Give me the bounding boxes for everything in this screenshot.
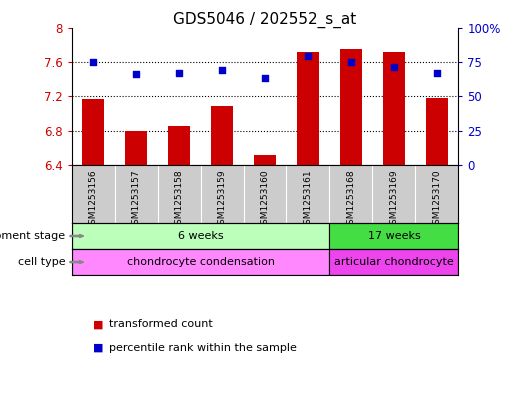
Text: cell type: cell type [18, 257, 69, 267]
Point [390, 64, 398, 70]
Bar [82, 99, 104, 165]
Text: transformed count: transformed count [109, 319, 213, 329]
Text: GSM1253158: GSM1253158 [174, 170, 183, 230]
Point [347, 59, 355, 65]
Point [432, 70, 441, 76]
Point [218, 67, 226, 73]
Bar [297, 51, 319, 165]
Bar [340, 49, 361, 165]
Text: GSM1253156: GSM1253156 [89, 170, 98, 230]
Bar [383, 51, 405, 165]
Bar [169, 127, 190, 165]
Text: development stage: development stage [0, 231, 69, 241]
Bar [72, 249, 330, 275]
Point [89, 59, 98, 65]
Text: ■: ■ [93, 343, 103, 353]
Point [304, 53, 312, 59]
Text: 6 weeks: 6 weeks [178, 231, 223, 241]
Text: GSM1253159: GSM1253159 [217, 170, 226, 230]
Text: GSM1253161: GSM1253161 [304, 170, 313, 230]
Point [132, 71, 140, 77]
Text: 17 weeks: 17 weeks [368, 231, 420, 241]
Point [175, 70, 183, 76]
Text: GDS5046 / 202552_s_at: GDS5046 / 202552_s_at [173, 12, 357, 28]
Text: GSM1253170: GSM1253170 [432, 170, 441, 230]
Text: GSM1253160: GSM1253160 [261, 170, 269, 230]
Text: GSM1253169: GSM1253169 [390, 170, 399, 230]
Bar [426, 98, 448, 165]
Text: GSM1253168: GSM1253168 [347, 170, 356, 230]
Text: chondrocyte condensation: chondrocyte condensation [127, 257, 275, 267]
Bar [72, 223, 330, 249]
Bar [254, 155, 276, 165]
Bar [125, 130, 147, 165]
Point [261, 75, 269, 81]
Text: articular chondrocyte: articular chondrocyte [334, 257, 454, 267]
Text: GSM1253157: GSM1253157 [131, 170, 140, 230]
Bar [330, 249, 458, 275]
Text: percentile rank within the sample: percentile rank within the sample [109, 343, 296, 353]
Bar [211, 106, 233, 165]
Bar [330, 223, 458, 249]
Text: ■: ■ [93, 319, 103, 329]
